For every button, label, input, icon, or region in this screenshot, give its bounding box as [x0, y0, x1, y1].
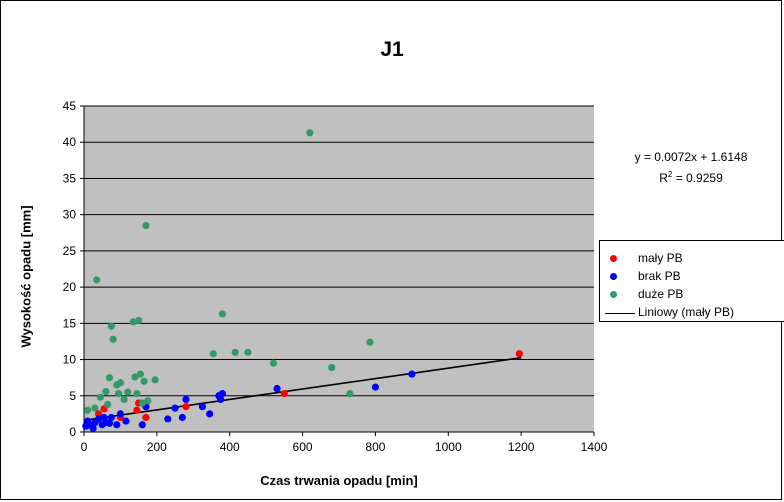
x-tick-label: 1000 [435, 440, 462, 454]
x-tick-label: 1200 [508, 440, 535, 454]
trendline-equation: y = 0.0072x + 1.6148 [634, 150, 748, 164]
data-point-duże-pb [346, 390, 354, 398]
data-point-duże-pb [306, 129, 314, 137]
r-squared-symbol: R [659, 171, 668, 185]
data-point-duże-pb [124, 388, 132, 396]
y-tick-label: 45 [63, 99, 77, 113]
legend-item-maly-pb: mały PB [600, 250, 784, 268]
data-point-duże-pb [209, 350, 217, 358]
data-point-duże-pb [120, 395, 128, 403]
data-point-duże-pb [269, 359, 278, 367]
data-point-mały-pb [280, 390, 288, 398]
data-point-brak-pb [94, 415, 103, 423]
data-point-brak-pb [217, 395, 225, 403]
data-point-duże-pb [102, 387, 110, 396]
legend-label-maly-pb: mały PB [638, 251, 683, 265]
data-point-duże-pb [91, 404, 99, 412]
y-tick-label: 35 [63, 171, 77, 185]
data-point-brak-pb [371, 383, 380, 391]
y-tick-label: 10 [63, 353, 77, 367]
r-squared-exponent: 2 [667, 170, 673, 179]
data-point-duże-pb [366, 338, 374, 346]
data-point-brak-pb [122, 417, 130, 425]
legend-item-duze-pb: duże PB [600, 286, 784, 304]
data-point-duże-pb [144, 397, 152, 405]
x-tick-label: 200 [147, 440, 167, 454]
data-point-duże-pb [244, 348, 252, 356]
data-point-brak-pb [273, 384, 281, 393]
data-point-brak-pb [408, 370, 416, 378]
legend-item-trendline: Liniowy (mały PB) [600, 304, 784, 322]
data-point-brak-pb [116, 410, 125, 418]
data-point-duże-pb [93, 276, 101, 284]
data-point-duże-pb [328, 363, 336, 372]
data-point-mały-pb [133, 406, 141, 414]
data-point-brak-pb [138, 421, 146, 429]
x-tick-label: 800 [365, 440, 385, 454]
data-point-brak-pb [107, 413, 115, 422]
chart-legend: mały PB brak PB duże PB Liniowy (mały PB… [599, 240, 784, 322]
data-point-brak-pb [182, 395, 190, 403]
x-tick-label: 0 [81, 440, 88, 454]
x-tick-label: 400 [220, 440, 240, 454]
trendline [83, 356, 522, 422]
data-point-duże-pb [105, 374, 114, 382]
y-tick-label: 25 [63, 244, 77, 258]
data-point-brak-pb [171, 404, 179, 412]
data-point-mały-pb [142, 413, 150, 422]
legend-label-brak-pb: brak PB [638, 269, 681, 283]
y-axis-label: Wysokość opadu [mm] [18, 205, 34, 348]
data-point-mały-pb [182, 403, 190, 411]
data-point-brak-pb [164, 415, 172, 423]
data-point-brak-pb [89, 424, 97, 432]
data-point-duże-pb [133, 390, 141, 398]
data-point-brak-pb [113, 421, 121, 429]
trendline-r-squared: R2 = 0.9259 [611, 170, 771, 185]
y-tick-label: 5 [69, 389, 76, 403]
data-point-duże-pb [107, 322, 115, 330]
y-tick-label: 0 [69, 425, 76, 439]
r-squared-value: = 0.9259 [672, 171, 723, 185]
plot-area [84, 106, 594, 432]
data-point-duże-pb [96, 393, 104, 401]
data-point-duże-pb [115, 390, 123, 398]
data-point-duże-pb [151, 376, 159, 384]
data-point-duże-pb [109, 335, 117, 343]
x-axis-label: Czas trwania opadu [min] [260, 473, 418, 488]
data-point-brak-pb [178, 413, 186, 422]
data-point-duże-pb [218, 310, 227, 318]
legend-marker-maly-pb [610, 255, 617, 262]
data-point-brak-pb [218, 390, 227, 398]
data-point-duże-pb [131, 373, 139, 381]
data-point-brak-pb [206, 410, 214, 418]
data-point-duże-pb [136, 370, 145, 378]
x-tick-label: 600 [293, 440, 313, 454]
data-point-brak-pb [105, 419, 114, 427]
legend-label-trendline: Liniowy (mały PB) [638, 305, 735, 319]
chart-title: J1 [380, 38, 404, 61]
x-tick-label: 1400 [581, 440, 608, 454]
y-tick-label: 40 [63, 135, 77, 149]
data-point-duże-pb [140, 377, 148, 385]
y-tick-label: 20 [63, 280, 77, 294]
data-point-duże-pb [116, 379, 125, 387]
data-point-mały-pb [94, 410, 103, 418]
y-tick-label: 30 [63, 208, 77, 222]
data-point-duże-pb [138, 399, 146, 407]
data-point-duże-pb [231, 348, 239, 356]
legend-marker-duze-pb [610, 291, 617, 298]
legend-marker-brak-pb [610, 273, 617, 280]
data-point-mały-pb [515, 350, 523, 358]
legend-line-trendline [605, 313, 635, 314]
legend-label-duze-pb: duże PB [638, 287, 684, 301]
data-point-duże-pb [142, 221, 150, 230]
legend-item-brak-pb: brak PB [600, 268, 784, 286]
data-point-duże-pb [84, 406, 92, 414]
data-point-duże-pb [104, 400, 112, 409]
y-tick-label: 15 [63, 316, 77, 330]
data-point-duże-pb [135, 316, 143, 325]
data-point-brak-pb [198, 403, 206, 411]
data-point-duże-pb [129, 318, 137, 326]
